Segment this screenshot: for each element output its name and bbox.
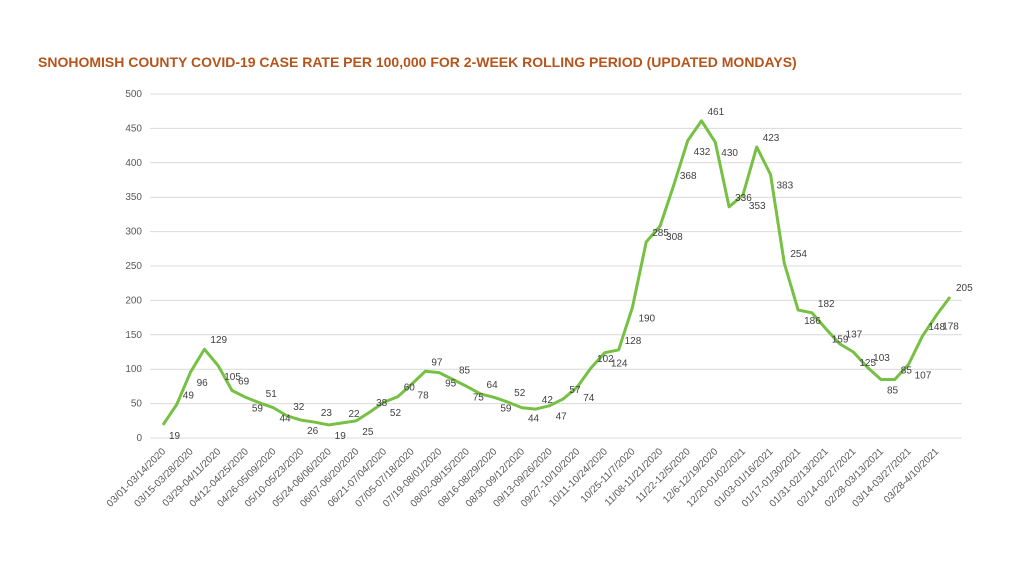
data-label: 69	[238, 377, 250, 388]
data-label: 95	[445, 379, 457, 390]
y-tick-label: 0	[136, 433, 142, 444]
data-label: 105	[224, 372, 241, 383]
data-label: 52	[390, 408, 402, 419]
data-label: 57	[569, 385, 581, 396]
data-label: 44	[528, 414, 540, 425]
data-label: 60	[404, 383, 416, 394]
data-label: 85	[901, 366, 913, 377]
y-tick-label: 50	[131, 399, 143, 410]
data-label: 368	[680, 171, 697, 182]
data-label: 285	[652, 228, 669, 239]
data-label: 85	[459, 366, 471, 377]
data-label: 74	[583, 393, 595, 404]
data-label: 102	[597, 354, 614, 365]
data-label: 430	[721, 148, 738, 159]
data-label: 38	[376, 398, 388, 409]
data-label: 44	[279, 414, 291, 425]
data-label: 19	[169, 431, 181, 442]
y-tick-label: 300	[125, 227, 142, 238]
data-label: 59	[500, 403, 512, 414]
data-label: 97	[431, 357, 443, 368]
data-label: 96	[197, 378, 209, 389]
data-label: 432	[694, 147, 711, 158]
data-label: 383	[777, 180, 794, 191]
y-tick-label: 350	[125, 192, 142, 203]
data-label: 103	[873, 353, 890, 364]
data-label: 205	[956, 283, 973, 294]
y-tick-label: 500	[125, 89, 142, 100]
chart-title: SNOHOMISH COUNTY COVID-19 CASE RATE PER …	[38, 54, 797, 70]
data-label: 182	[818, 299, 835, 310]
data-label: 75	[473, 392, 485, 403]
data-label: 47	[556, 412, 568, 423]
y-tick-label: 250	[125, 261, 142, 272]
y-tick-label: 400	[125, 158, 142, 169]
data-label: 353	[749, 201, 766, 212]
data-label: 42	[542, 395, 554, 406]
data-label: 25	[362, 427, 374, 438]
data-label: 52	[514, 388, 526, 399]
data-label: 49	[183, 390, 195, 401]
data-label: 128	[625, 336, 642, 347]
data-label: 26	[307, 426, 319, 437]
data-label: 23	[321, 408, 333, 419]
data-label: 461	[707, 107, 724, 118]
data-label: 125	[859, 358, 876, 369]
data-label: 308	[666, 232, 683, 243]
data-label: 129	[210, 335, 227, 346]
data-label: 178	[942, 322, 959, 333]
data-label: 124	[611, 359, 628, 370]
y-tick-label: 450	[125, 123, 142, 134]
y-tick-label: 150	[125, 330, 142, 341]
data-label: 186	[804, 316, 821, 327]
data-label: 148	[928, 322, 945, 333]
data-label: 254	[790, 249, 807, 260]
data-label: 78	[418, 390, 430, 401]
data-line	[161, 119, 952, 427]
data-label: 137	[846, 330, 863, 341]
data-label: 423	[763, 133, 780, 144]
data-label: 190	[638, 313, 655, 324]
data-label: 22	[348, 409, 360, 420]
data-label: 159	[832, 335, 849, 346]
data-label: 107	[915, 370, 932, 381]
data-label: 59	[252, 403, 264, 414]
data-label: 51	[266, 389, 278, 400]
y-tick-label: 200	[125, 295, 142, 306]
y-tick-label: 100	[125, 364, 142, 375]
data-label: 19	[335, 431, 347, 442]
data-label: 336	[735, 193, 752, 204]
data-label: 32	[293, 402, 305, 413]
data-label: 64	[487, 380, 499, 391]
data-label: 85	[887, 386, 899, 397]
